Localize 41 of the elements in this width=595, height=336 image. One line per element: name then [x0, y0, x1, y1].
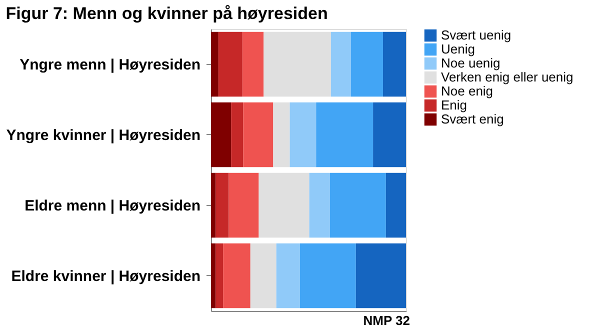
bar [316, 102, 374, 168]
bar [330, 172, 386, 238]
y-tick-label: Yngre kvinner | Høyresiden [6, 126, 200, 144]
text: NMP 32 [363, 313, 410, 328]
legend-label: Verken enig eller uenig [441, 70, 574, 84]
bar [309, 172, 330, 238]
bar [351, 32, 383, 97]
legend-label: Noe uenig [441, 56, 500, 70]
bar [223, 243, 250, 308]
bar [373, 102, 406, 168]
bar [276, 243, 300, 308]
bar [356, 243, 406, 308]
bar [290, 102, 316, 168]
legend-label: Uenig [441, 42, 475, 56]
bar [258, 172, 310, 238]
legend-label: Svært enig [441, 112, 504, 126]
y-tick-label: Eldre menn | Høyresiden [24, 197, 200, 214]
bar [211, 102, 232, 168]
legend-label: Enig [441, 98, 468, 112]
bar [242, 32, 264, 97]
bar [273, 102, 290, 168]
y-tick-label: Eldre kvinner | Høyresiden [11, 268, 200, 285]
bar [211, 172, 216, 238]
bar [216, 172, 229, 238]
bar [330, 32, 352, 97]
bar [382, 32, 406, 97]
bar [228, 172, 259, 238]
bar [231, 102, 244, 168]
legend-label: Noe enig [441, 84, 494, 98]
y-tick-label: Yngre menn | Høyresiden [20, 56, 200, 74]
bar [211, 32, 218, 97]
bar [264, 32, 331, 97]
bar [300, 243, 356, 308]
legend-label: Svært uenig [441, 28, 512, 42]
bar [243, 102, 274, 168]
bar [250, 243, 276, 308]
bar [216, 243, 224, 308]
bar [218, 32, 242, 97]
chart-title: Figur 7: Menn og kvinner på høyresiden [6, 4, 328, 23]
bar [386, 172, 406, 238]
bar [211, 243, 216, 308]
